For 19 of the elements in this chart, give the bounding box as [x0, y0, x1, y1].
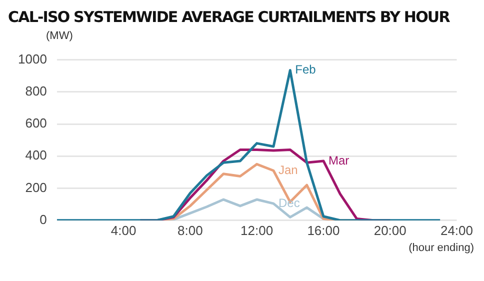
series-label: Mar — [328, 153, 350, 168]
x-tick-label: 24:00 — [440, 222, 474, 238]
y-tick-label: 600 — [25, 116, 47, 131]
x-tick-label: 8:00 — [178, 222, 203, 238]
x-tick-label: 4:00 — [110, 222, 136, 238]
y-tick-label: 800 — [25, 84, 47, 98]
y-tick-label: 0 — [40, 212, 47, 227]
x-axis-title: (hour ending) — [408, 242, 474, 254]
chart-title: CAL-ISO SYSTEMWIDE AVERAGE CURTAILMENTS BY HOUR — [8, 8, 451, 26]
y-tick-label: 200 — [25, 180, 47, 195]
series-label: Dec — [278, 196, 300, 210]
x-tick-label: 16:00 — [307, 222, 340, 238]
y-axis-title: (MW) — [46, 30, 74, 42]
series-label: Feb — [295, 62, 316, 77]
y-tick-label: 400 — [25, 148, 47, 163]
x-tick-label: 12:00 — [240, 222, 274, 238]
x-tick-label: 20:00 — [374, 222, 406, 238]
y-tick-label: 1000 — [18, 51, 47, 66]
series-label: Jan — [278, 162, 298, 177]
